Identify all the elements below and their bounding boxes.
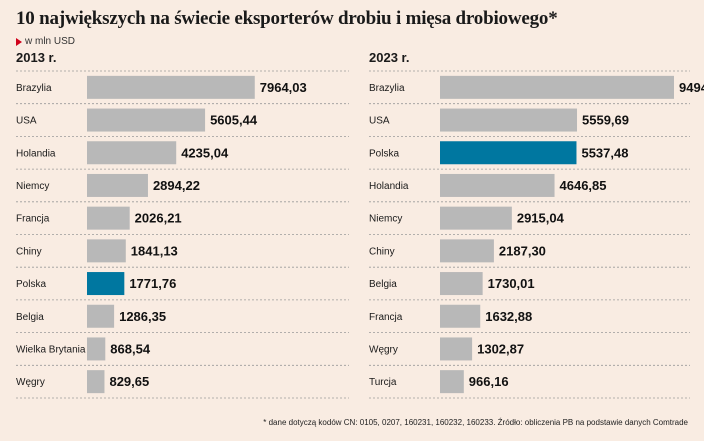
panel-title-2023: 2023 r. (369, 50, 410, 65)
value-label-2023-polska: 5537,48 (581, 145, 628, 160)
value-label-2013-holandia: 4235,04 (181, 145, 229, 160)
bar-2013-węgry (87, 370, 105, 394)
bar-2013-brazylia (87, 75, 255, 99)
value-label-2023-turcja: 966,16 (469, 374, 509, 389)
category-label-2013-wielka-brytania: Wielka Brytania (16, 344, 86, 355)
value-label-2023-chiny: 2187,30 (499, 243, 546, 258)
panel-title-2013: 2013 r. (16, 50, 57, 65)
category-label-2013-niemcy: Niemcy (16, 181, 49, 192)
category-label-2023-węgry: Węgry (369, 344, 398, 355)
category-label-2023-polska: Polska (369, 148, 399, 159)
value-label-2023-francja: 1632,88 (485, 309, 532, 324)
bar-2023-węgry (440, 337, 473, 361)
category-label-2023-francja: Francja (369, 312, 403, 323)
value-label-2023-holandia: 4646,85 (560, 178, 607, 193)
value-label-2023-brazylia: 9494,31 (679, 80, 704, 95)
chart-title: 10 największych na świecie eksporterów d… (16, 8, 558, 29)
value-label-2013-brazylia: 7964,03 (260, 80, 307, 95)
value-label-2013-francja: 2026,21 (135, 211, 182, 226)
bar-2013-wielka-brytania (87, 337, 106, 361)
bar-2013-chiny (87, 239, 126, 263)
category-label-2023-niemcy: Niemcy (369, 214, 402, 225)
bar-2023-belgia (440, 272, 483, 296)
bar-2013-polska (87, 272, 125, 296)
category-label-2023-holandia: Holandia (369, 181, 409, 192)
value-label-2013-belgia: 1286,35 (119, 309, 166, 324)
bar-2013-holandia (87, 141, 177, 165)
bar-2013-usa (87, 108, 206, 132)
category-label-2023-chiny: Chiny (369, 246, 395, 257)
category-label-2013-brazylia: Brazylia (16, 83, 52, 94)
unit-text: w mln USD (25, 36, 76, 47)
value-label-2013-polska: 1771,76 (129, 276, 176, 291)
category-label-2013-holandia: Holandia (16, 148, 56, 159)
bar-2013-niemcy (87, 173, 148, 197)
category-label-2013-belgia: Belgia (16, 312, 44, 323)
category-label-2023-brazylia: Brazylia (369, 83, 405, 94)
footnote: * dane dotyczą kodów CN: 0105, 0207, 160… (263, 418, 688, 427)
bar-2013-belgia (87, 304, 115, 328)
value-label-2023-usa: 5559,69 (582, 113, 629, 128)
value-label-2023-węgry: 1302,87 (477, 341, 524, 356)
category-label-2013-chiny: Chiny (16, 246, 42, 257)
bar-2023-chiny (440, 239, 494, 263)
value-label-2013-węgry: 829,65 (109, 374, 149, 389)
bar-2023-turcja (440, 370, 464, 394)
value-label-2023-belgia: 1730,01 (488, 276, 535, 291)
category-label-2013-usa: USA (16, 116, 37, 127)
category-label-2023-usa: USA (369, 116, 390, 127)
value-label-2013-niemcy: 2894,22 (153, 178, 200, 193)
value-label-2013-usa: 5605,44 (210, 113, 258, 128)
category-label-2013-francja: Francja (16, 214, 50, 225)
bar-2023-usa (440, 108, 578, 132)
bar-2013-francja (87, 206, 130, 230)
red-triangle-icon (16, 37, 22, 46)
bar-2023-francja (440, 304, 481, 328)
bar-2023-brazylia (440, 75, 674, 99)
category-label-2013-polska: Polska (16, 279, 46, 290)
value-label-2023-niemcy: 2915,04 (517, 211, 565, 226)
value-label-2013-wielka-brytania: 868,54 (110, 341, 151, 356)
bar-2023-niemcy (440, 206, 512, 230)
category-label-2023-turcja: Turcja (369, 377, 397, 388)
unit-label: w mln USD (16, 36, 75, 47)
category-label-2023-belgia: Belgia (369, 279, 397, 290)
bar-2023-polska (440, 141, 577, 165)
category-label-2013-węgry: Węgry (16, 377, 45, 388)
bar-2023-holandia (440, 173, 555, 197)
value-label-2013-chiny: 1841,13 (131, 243, 178, 258)
